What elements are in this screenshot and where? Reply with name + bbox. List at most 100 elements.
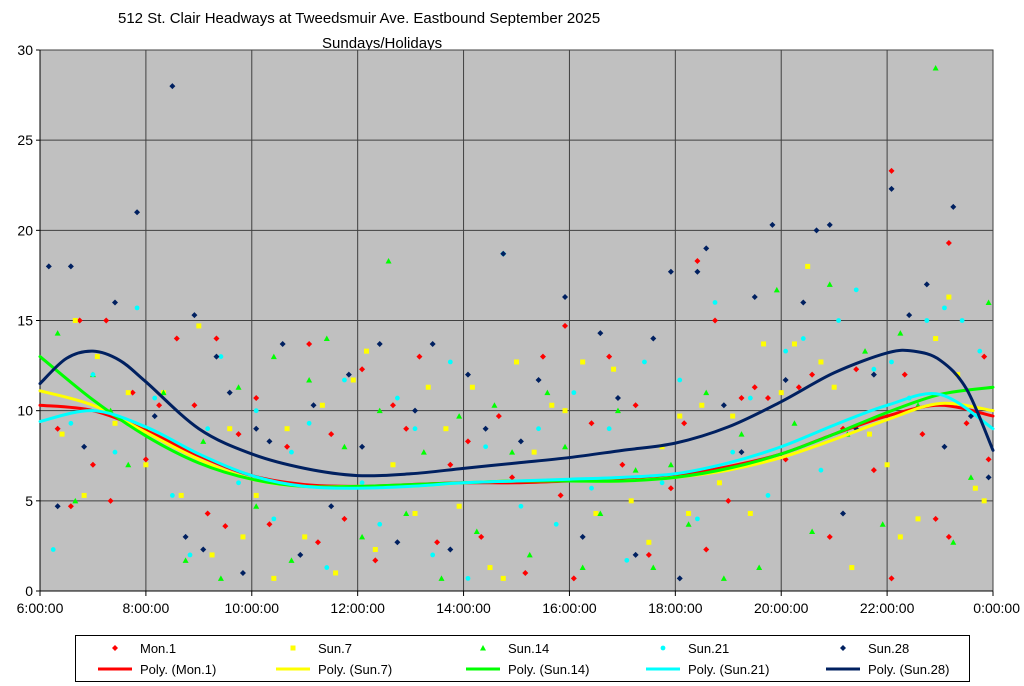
point-sun-7 [897, 534, 903, 540]
point-sun-14 [359, 533, 366, 540]
point-sun-14 [756, 564, 763, 571]
point-sun-21 [90, 372, 96, 377]
point-sun-7 [686, 510, 692, 516]
point-mon-1 [557, 492, 564, 499]
point-sun-14 [526, 551, 533, 558]
point-sun-21 [377, 521, 383, 527]
point-mon-1 [156, 402, 163, 409]
point-mon-1 [725, 497, 732, 504]
point-sun-14 [376, 407, 383, 414]
point-sun-14 [456, 413, 463, 419]
point-sun-21 [624, 557, 630, 563]
point-sun-14 [950, 539, 957, 545]
point-sun-28 [239, 569, 246, 576]
point-sun-21 [68, 420, 74, 426]
legend-item: Sun.14 [466, 638, 549, 658]
tick-labels: 0 5 10 15 20 25 30 6:00:00 8:00:00 10:00:00 12:00:… [17, 42, 1021, 616]
point-mon-1 [416, 353, 423, 360]
point-sun-28 [923, 281, 930, 288]
point-sun-28 [328, 503, 335, 510]
point-mon-1 [359, 366, 366, 373]
point-sun-7 [363, 348, 369, 354]
point-sun-21 [271, 516, 277, 522]
point-sun-7 [125, 390, 131, 396]
x-tick-label: 8:00:00 [123, 600, 170, 616]
legend-item: Poly. (Sun.14) [466, 659, 589, 679]
point-sun-28 [376, 340, 383, 347]
point-sun-21 [218, 354, 224, 359]
point-sun-21 [977, 348, 983, 354]
y-tick-label: 10 [17, 403, 33, 419]
point-mon-1 [562, 322, 569, 329]
point-mon-1 [932, 515, 939, 522]
point-sun-21 [677, 377, 683, 383]
point-sun-21 [187, 552, 193, 558]
point-sun-28 [738, 449, 745, 456]
legend-item: Poly. (Sun.28) [826, 659, 949, 679]
point-sun-21 [889, 359, 894, 365]
point-mon-1 [129, 389, 136, 396]
point-sun-7 [240, 534, 246, 540]
point-sun-28 [535, 377, 542, 384]
point-sun-7 [915, 516, 921, 522]
point-sun-7 [302, 534, 308, 540]
point-sun-14 [403, 510, 410, 516]
point-sun-14 [420, 449, 427, 455]
point-sun-14 [897, 330, 904, 336]
point-mon-1 [606, 353, 613, 360]
point-sun-28 [782, 377, 789, 384]
point-sun-21 [836, 318, 841, 323]
point-sun-28 [632, 551, 639, 558]
point-sun-14 [160, 389, 167, 396]
point-mon-1 [703, 546, 710, 553]
point-sun-21 [783, 348, 789, 354]
point-sun-14 [544, 389, 551, 396]
legend-label: Poly. (Sun.21) [688, 661, 770, 677]
point-sun-7 [699, 402, 705, 408]
point-sun-21 [169, 493, 175, 498]
point-sun-21 [430, 552, 436, 558]
legend-label: Sun.21 [688, 640, 730, 656]
point-mon-1 [495, 413, 502, 420]
point-sun-28 [950, 203, 957, 210]
gridlines [40, 49, 993, 591]
point-sun-14 [703, 389, 710, 396]
point-mon-1 [235, 431, 242, 438]
point-sun-28 [826, 221, 833, 228]
point-sun-7 [866, 431, 872, 437]
data-points [45, 65, 992, 582]
point-mon-1 [403, 425, 410, 432]
point-sun-14 [200, 438, 207, 444]
point-mon-1 [204, 510, 211, 517]
point-sun-28 [345, 371, 352, 378]
point-sun-21 [694, 516, 700, 522]
scatter-chart: 0 5 10 15 20 25 30 6:00:00 8:00:00 10:00:00 12:00:… [17, 42, 1021, 616]
point-sun-21 [712, 300, 718, 305]
point-sun-28 [81, 443, 88, 450]
point-mon-1 [67, 503, 74, 510]
point-sun-7 [94, 354, 100, 360]
point-sun-14 [632, 467, 639, 473]
point-sun-21 [152, 395, 158, 401]
point-sun-28 [906, 312, 913, 319]
point-mon-1 [103, 317, 110, 324]
point-sun-14 [985, 299, 992, 305]
point-sun-21 [571, 390, 577, 396]
point-sun-21 [765, 493, 771, 498]
point-sun-14 [438, 575, 445, 581]
point-mon-1 [588, 420, 595, 427]
point-sun-21 [518, 503, 524, 509]
point-mon-1 [738, 395, 745, 402]
point-sun-21 [447, 359, 453, 365]
legend: Mon.1 Sun.7 Sun.14 Sun.21 Sun.28 Poly. (Mon.1… [75, 635, 970, 682]
point-mon-1 [253, 395, 260, 402]
point-mon-1 [853, 366, 860, 373]
point-sun-7 [81, 492, 87, 498]
point-sun-21 [871, 366, 877, 372]
trendline-poly-sun-28 [38, 348, 995, 478]
point-sun-14 [323, 335, 330, 342]
point-sun-28 [412, 407, 419, 414]
point-sun-7 [778, 390, 784, 396]
point-mon-1 [826, 533, 833, 540]
x-tick-label: 10:00:00 [225, 600, 280, 616]
